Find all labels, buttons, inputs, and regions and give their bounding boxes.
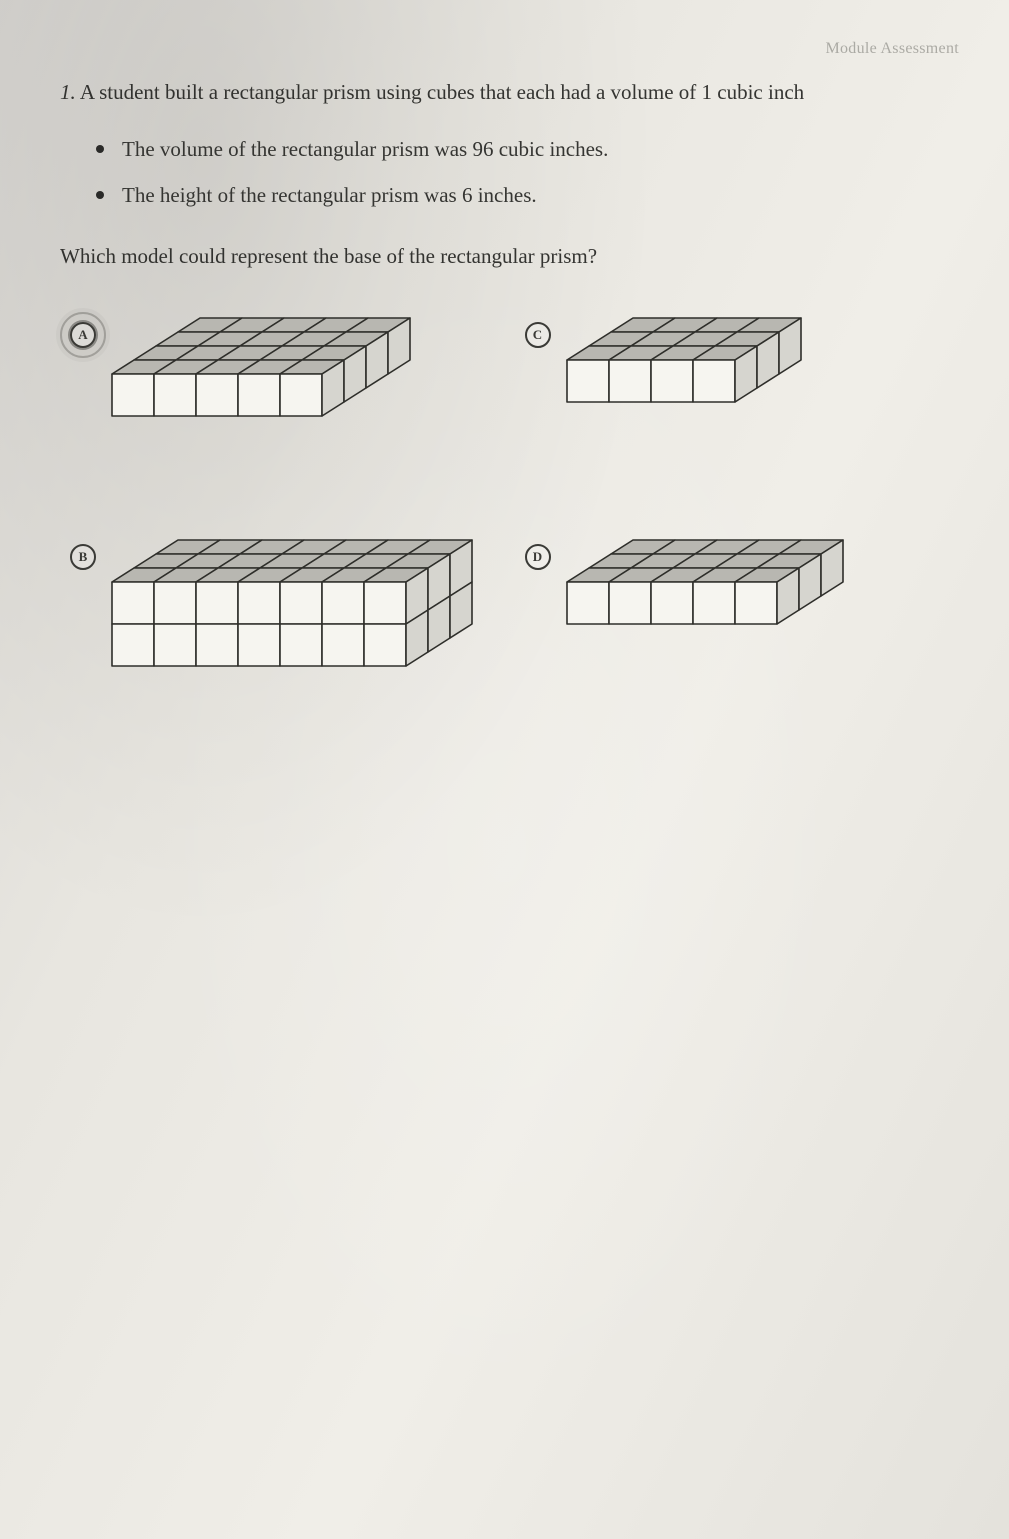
facts-list: The volume of the rectangular prism was … <box>96 133 959 212</box>
header-partial: Module Assessment <box>60 40 959 58</box>
choice-d[interactable]: D <box>525 538 960 668</box>
fact-item: The height of the rectangular prism was … <box>96 179 959 212</box>
answer-choices: A C B D <box>60 316 959 668</box>
question-stem: 1. A student built a rectangular prism u… <box>60 76 959 109</box>
prism-a <box>110 316 412 418</box>
question-number: 1. <box>60 80 76 104</box>
fact-item: The volume of the rectangular prism was … <box>96 133 959 166</box>
choice-label-a: A <box>70 322 96 348</box>
prism-d <box>565 538 845 626</box>
prism-c <box>565 316 803 404</box>
choice-b[interactable]: B <box>70 538 505 668</box>
choice-label-b: B <box>70 544 96 570</box>
question-stem-text: A student built a rectangular prism usin… <box>80 80 804 104</box>
choice-c[interactable]: C <box>525 316 960 418</box>
choice-label-d: D <box>525 544 551 570</box>
question-prompt: Which model could represent the base of … <box>60 240 959 273</box>
choice-a[interactable]: A <box>70 316 505 418</box>
prism-b <box>110 538 474 668</box>
choice-label-c: C <box>525 322 551 348</box>
